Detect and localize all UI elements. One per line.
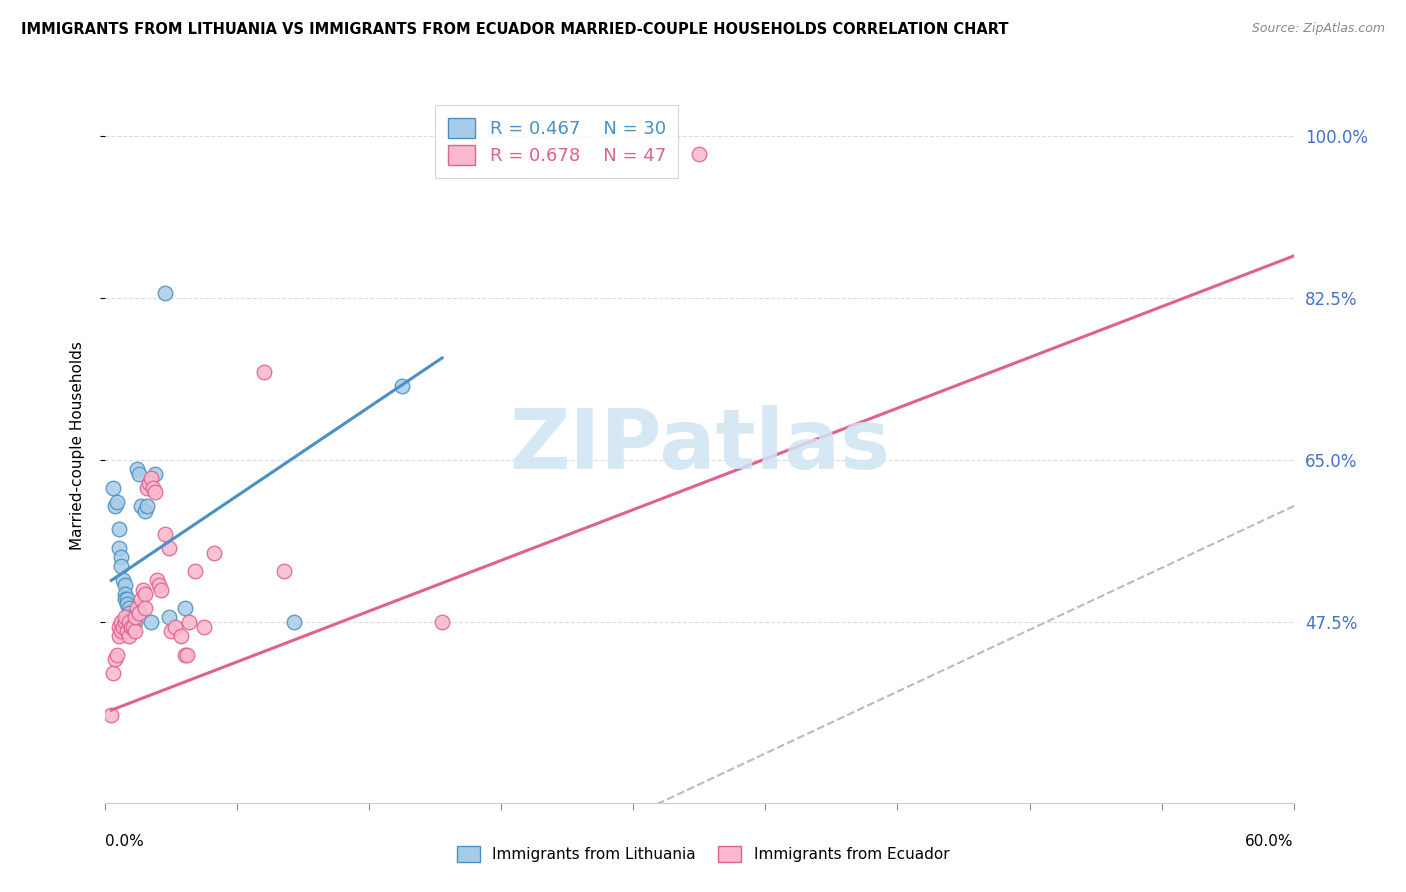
Point: [159, 624, 181, 639]
Point: [112, 574, 135, 588]
Point: [127, 601, 149, 615]
Point: [253, 365, 276, 379]
Point: [110, 615, 132, 629]
Point: [115, 624, 138, 639]
Point: [202, 545, 225, 559]
Point: [124, 615, 146, 629]
Point: [148, 578, 170, 592]
Point: [114, 587, 136, 601]
Point: [193, 620, 215, 634]
Point: [105, 648, 128, 662]
Point: [108, 541, 131, 555]
Point: [110, 624, 132, 639]
Point: [129, 500, 152, 514]
Point: [100, 707, 122, 722]
Text: 60.0%: 60.0%: [1246, 834, 1294, 849]
Point: [114, 610, 136, 624]
Point: [134, 504, 156, 518]
Point: [176, 648, 198, 662]
Point: [103, 481, 125, 495]
Point: [173, 601, 195, 615]
Point: [108, 523, 131, 537]
Point: [129, 591, 152, 606]
Point: [157, 541, 180, 555]
Point: [118, 601, 141, 615]
Point: [134, 587, 156, 601]
Text: Source: ZipAtlas.com: Source: ZipAtlas.com: [1251, 22, 1385, 36]
Point: [120, 610, 142, 624]
Point: [128, 606, 150, 620]
Text: ZIPatlas: ZIPatlas: [509, 406, 890, 486]
Point: [118, 629, 141, 643]
Point: [104, 500, 127, 514]
Point: [114, 615, 136, 629]
Legend: Immigrants from Lithuania, Immigrants from Ecuador: Immigrants from Lithuania, Immigrants fr…: [451, 840, 955, 868]
Point: [163, 620, 186, 634]
Point: [122, 610, 145, 624]
Point: [170, 629, 193, 643]
Point: [430, 615, 453, 629]
Point: [128, 467, 150, 481]
Point: [108, 620, 131, 634]
Point: [142, 481, 165, 495]
Point: [108, 629, 131, 643]
Point: [143, 467, 166, 481]
Point: [153, 286, 176, 301]
Point: [122, 620, 145, 634]
Point: [143, 485, 166, 500]
Point: [124, 610, 146, 624]
Point: [689, 147, 711, 161]
Point: [110, 559, 132, 574]
Point: [138, 476, 160, 491]
Point: [118, 615, 141, 629]
Point: [120, 620, 142, 634]
Point: [134, 601, 156, 615]
Point: [273, 564, 295, 578]
Point: [132, 582, 155, 597]
Point: [114, 591, 136, 606]
Point: [127, 462, 149, 476]
Point: [104, 652, 127, 666]
Point: [153, 527, 176, 541]
Point: [136, 481, 159, 495]
Point: [149, 582, 172, 597]
Point: [173, 648, 195, 662]
Point: [115, 591, 138, 606]
Point: [146, 574, 169, 588]
Point: [112, 620, 135, 634]
Point: [103, 666, 125, 681]
Point: [391, 378, 413, 392]
Text: IMMIGRANTS FROM LITHUANIA VS IMMIGRANTS FROM ECUADOR MARRIED-COUPLE HOUSEHOLDS C: IMMIGRANTS FROM LITHUANIA VS IMMIGRANTS …: [21, 22, 1008, 37]
Point: [114, 578, 136, 592]
Point: [136, 500, 159, 514]
Point: [139, 471, 162, 485]
Point: [118, 606, 141, 620]
Point: [157, 610, 180, 624]
Point: [110, 550, 132, 565]
Point: [105, 494, 128, 508]
Point: [124, 624, 146, 639]
Point: [183, 564, 205, 578]
Legend: R = 0.467    N = 30, R = 0.678    N = 47: R = 0.467 N = 30, R = 0.678 N = 47: [436, 105, 679, 178]
Point: [283, 615, 305, 629]
Y-axis label: Married-couple Households: Married-couple Households: [70, 342, 84, 550]
Point: [115, 597, 138, 611]
Point: [139, 615, 162, 629]
Text: 0.0%: 0.0%: [105, 834, 145, 849]
Point: [177, 615, 200, 629]
